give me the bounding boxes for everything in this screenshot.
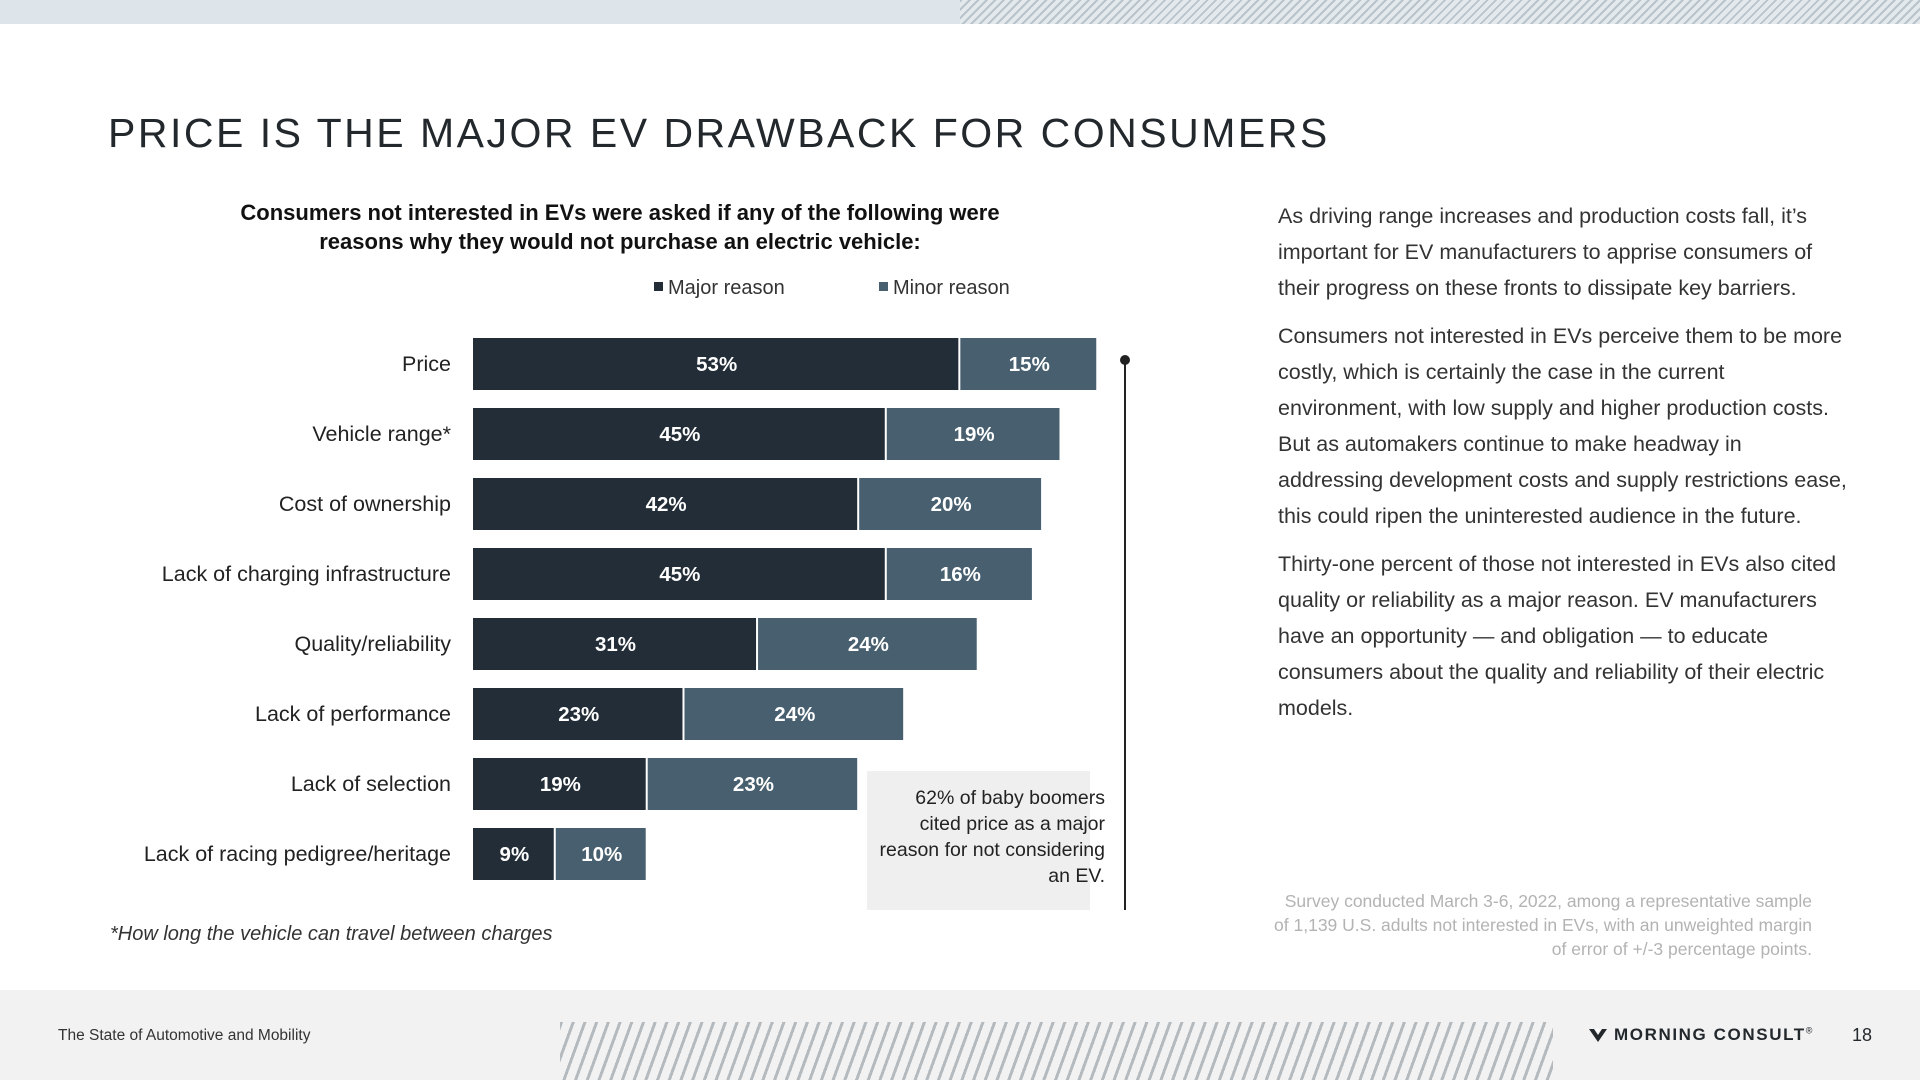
top-decor-hatch (960, 0, 1920, 24)
data-label-minor: 19% (954, 423, 995, 446)
bar-minor (859, 478, 1042, 530)
data-label-major: 23% (558, 703, 599, 726)
data-label-major: 45% (659, 423, 700, 446)
data-label-minor: 23% (733, 773, 774, 796)
category-label: Lack of racing pedigree/heritage (144, 842, 451, 866)
page-number: 18 (1852, 1025, 1873, 1045)
data-label-minor: 20% (931, 493, 972, 516)
callout-box (867, 771, 1090, 910)
body-paragraph-2: Consumers not interested in EVs perceive… (1278, 324, 1847, 528)
bar-major (473, 688, 683, 740)
legend-major-label: Major reason (668, 277, 785, 299)
data-label-minor: 24% (774, 703, 815, 726)
bar-minor (886, 548, 1032, 600)
callout-leader-line (1124, 359, 1126, 910)
bar-minor (960, 338, 1097, 390)
brand-name: MORNING CONSULT (1614, 1025, 1806, 1044)
chart-question: Consumers not interested in EVs were ask… (240, 200, 1000, 254)
survey-note: Survey conducted March 3-6, 2022, among … (1274, 891, 1812, 959)
bar-minor (758, 618, 977, 670)
data-label-major: 42% (646, 493, 687, 516)
bar-major (473, 338, 959, 390)
data-label-minor: 16% (940, 563, 981, 586)
footer-decor-hatch (560, 1022, 1553, 1080)
data-label-minor: 24% (848, 633, 889, 656)
category-label: Vehicle range* (312, 422, 451, 446)
data-label-major: 53% (696, 353, 737, 376)
category-label: Lack of selection (291, 772, 451, 796)
bar-major (473, 618, 757, 670)
category-label: Cost of ownership (279, 492, 451, 516)
bar-major (473, 408, 885, 460)
bar-minor (684, 688, 904, 740)
morning-consult-logo-icon (1589, 1028, 1607, 1042)
category-label: Price (402, 352, 451, 376)
bar-minor (647, 758, 858, 810)
legend-minor: Minor reason (879, 277, 1010, 300)
body-paragraph-3: Thirty-one percent of those not interest… (1278, 552, 1837, 720)
data-label-major: 19% (540, 773, 581, 796)
callout-leader-dot (1120, 355, 1130, 365)
footer-report-name: The State of Automotive and Mobility (58, 1027, 311, 1044)
brand-logo: MORNING CONSULT® (1588, 1025, 1814, 1045)
callout-text: 62% of baby boomers cited price as a maj… (879, 787, 1105, 887)
bar-major (473, 478, 858, 530)
data-label-major: 9% (500, 843, 530, 866)
bar-minor (886, 408, 1060, 460)
legend-major-swatch (654, 282, 663, 292)
data-label-minor: 10% (581, 843, 622, 866)
bar-major (473, 828, 554, 880)
data-label-minor: 15% (1009, 353, 1050, 376)
page-title: PRICE IS THE MAJOR EV DRAWBACK FOR CONSU… (108, 110, 1330, 156)
body-paragraph-1: As driving range increases and productio… (1278, 204, 1813, 300)
legend-minor-swatch (879, 282, 888, 292)
bar-major (473, 548, 885, 600)
data-label-major: 31% (595, 633, 636, 656)
chart-footnote: *How long the vehicle can travel between… (110, 923, 553, 945)
body-text: As driving range increases and productio… (1278, 198, 1848, 738)
category-label: Quality/reliability (294, 632, 451, 656)
legend-minor-label: Minor reason (893, 277, 1010, 299)
category-label: Lack of performance (255, 702, 451, 726)
data-label-major: 45% (659, 563, 700, 586)
bar-major (473, 758, 646, 810)
brand-registered-mark: ® (1805, 1025, 1815, 1036)
legend-major: Major reason (654, 277, 785, 300)
category-label: Lack of charging infrastructure (162, 562, 451, 586)
bar-minor (555, 828, 646, 880)
